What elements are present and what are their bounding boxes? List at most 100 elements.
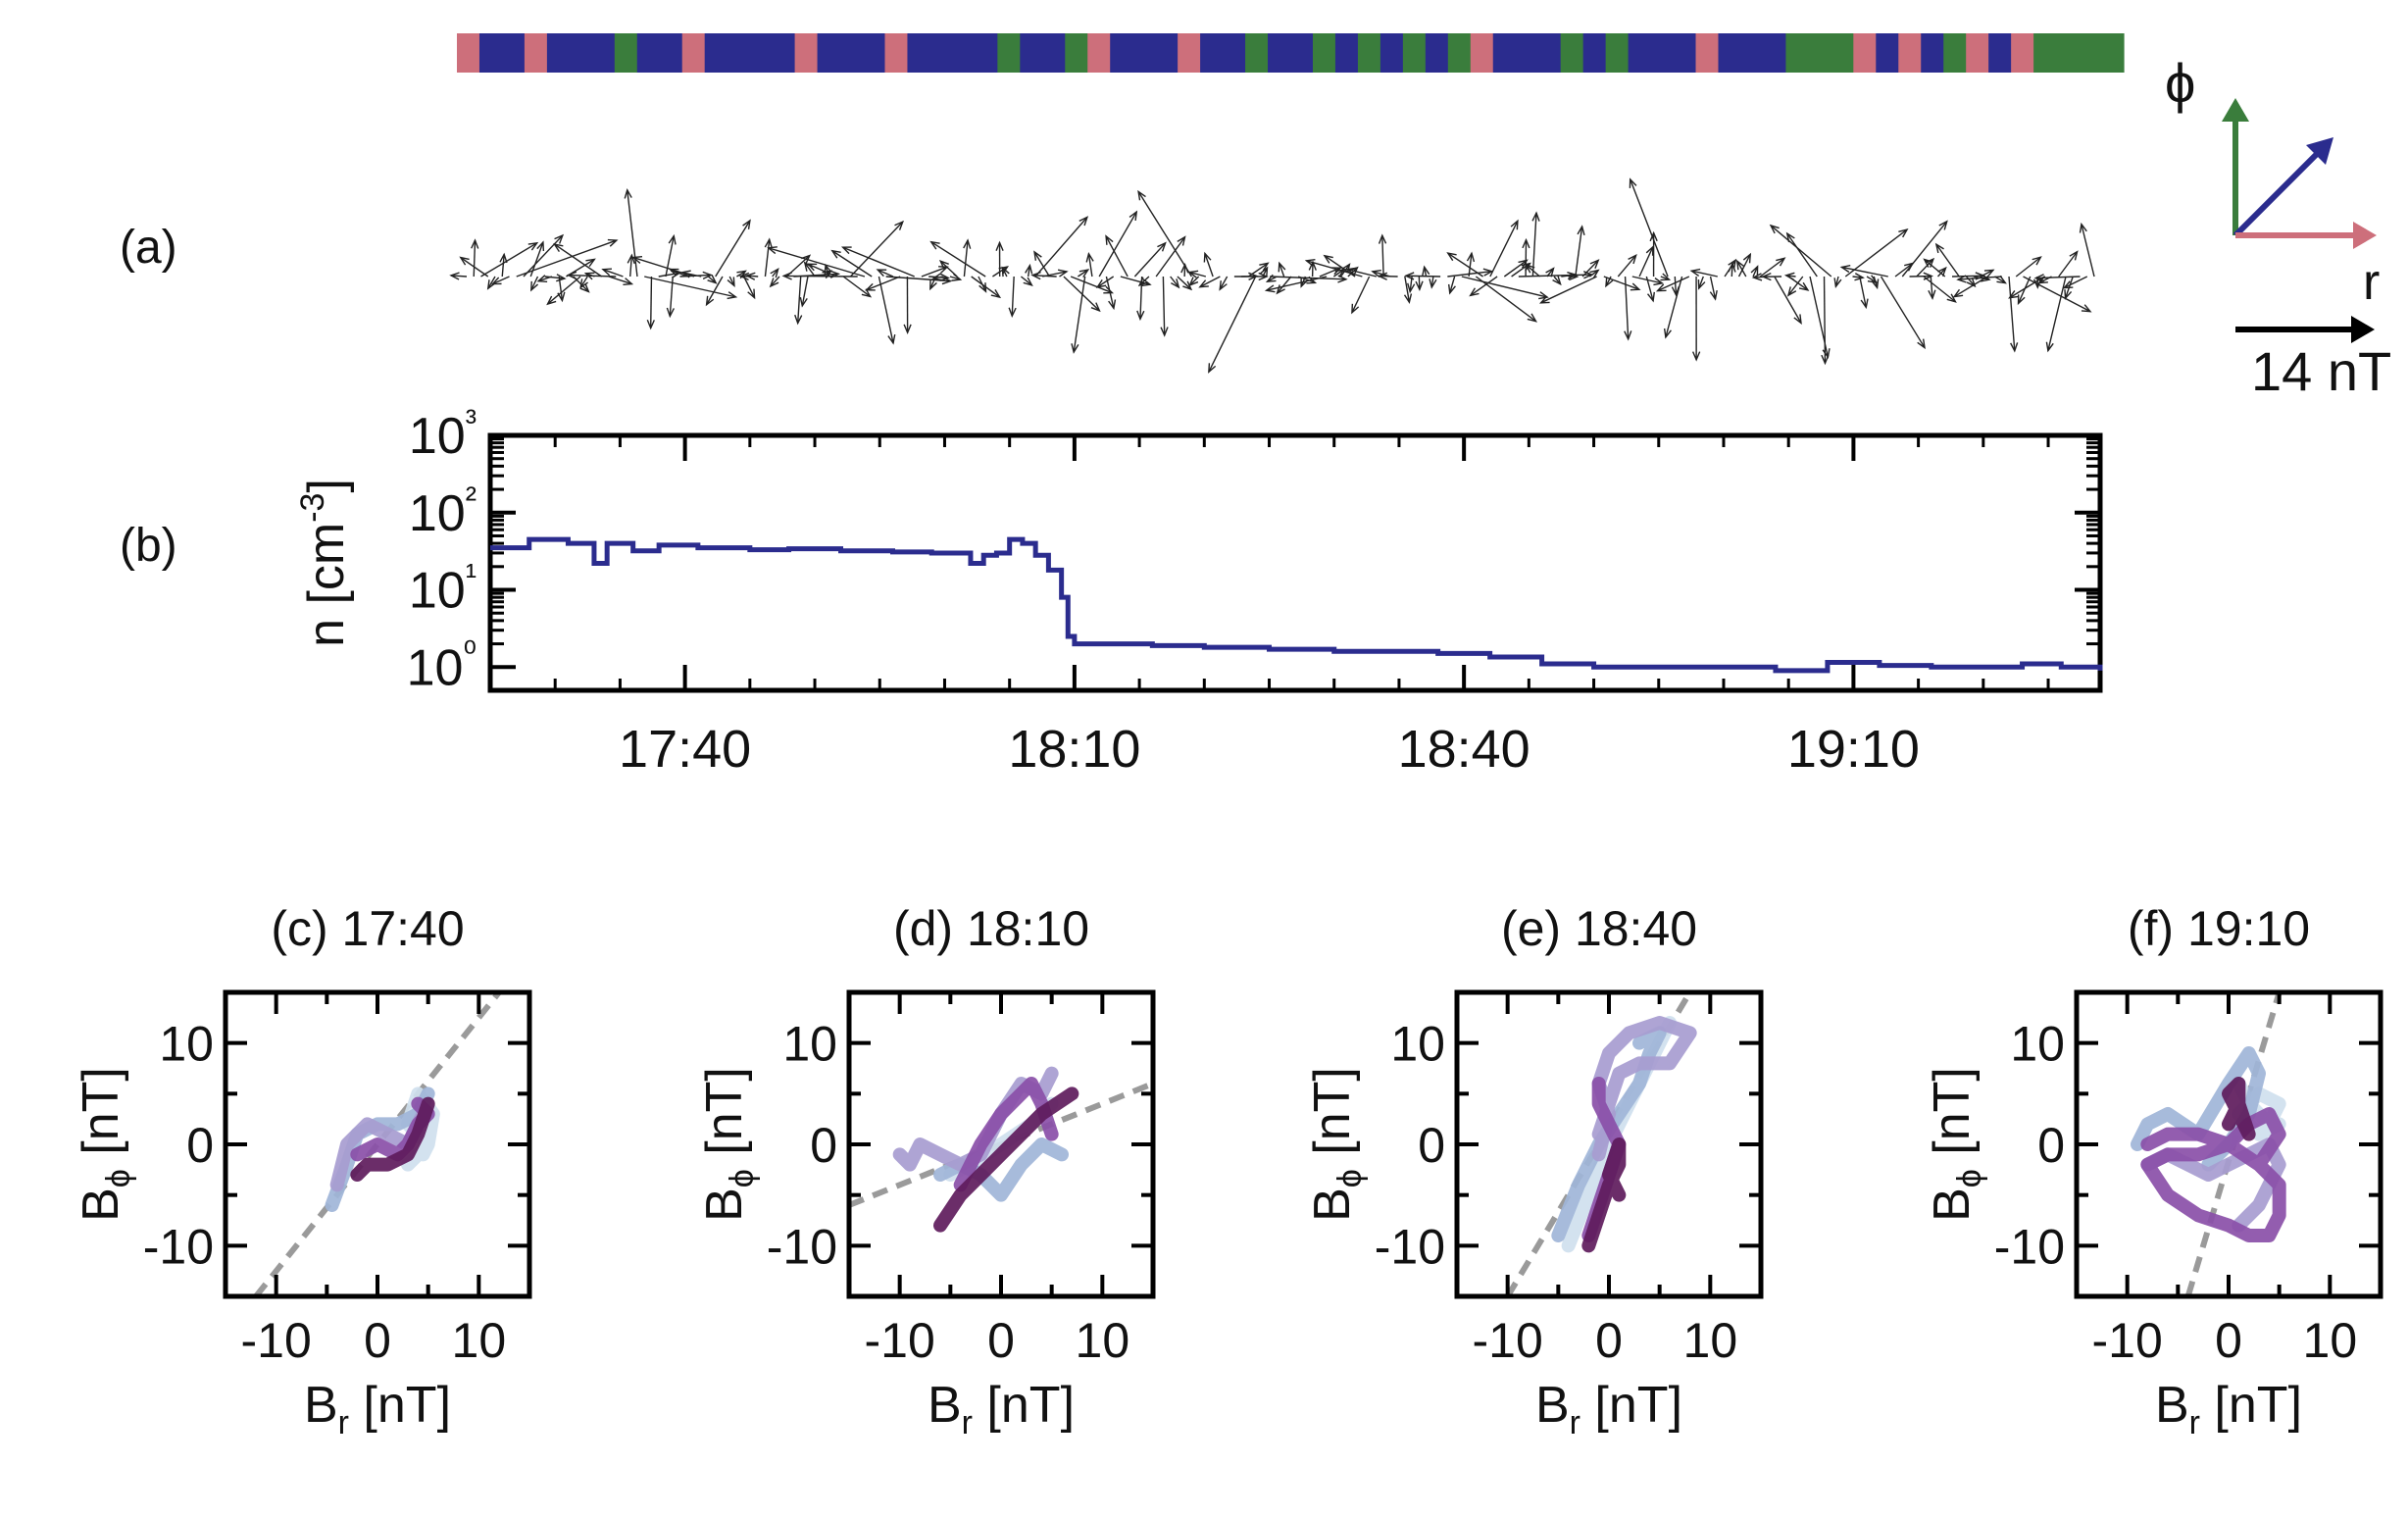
field-vector	[529, 241, 544, 278]
y-tick-label: 10²	[409, 480, 477, 542]
x-axis-label-unit: [nT]	[1580, 1377, 1682, 1434]
field-vector-head	[1136, 310, 1145, 322]
field-vector	[1774, 276, 1802, 324]
field-vector-head	[624, 187, 632, 199]
field-vector-head	[1589, 269, 1600, 278]
field-vector	[644, 276, 736, 298]
field-vector-head	[1129, 210, 1138, 222]
field-vector-head	[1649, 230, 1658, 242]
field-vector-head	[1783, 272, 1795, 280]
x-axis-label-sub: r	[2189, 1404, 2200, 1441]
y-tick-label-base: 10	[409, 563, 466, 620]
field-vector	[807, 263, 837, 278]
color-bar-segment	[1853, 33, 1877, 73]
field-vector-head	[1404, 272, 1415, 280]
field-vector-head	[1525, 264, 1535, 274]
field-vector-head	[566, 271, 577, 279]
y-tick-label: 10	[2010, 1017, 2065, 1072]
x-tick-label: 0	[1595, 1313, 1623, 1368]
y-axis-label-base: B	[73, 1188, 129, 1222]
field-vector	[1073, 276, 1086, 353]
field-vector	[842, 246, 915, 278]
x-axis-label: Br [nT]	[304, 1377, 451, 1441]
x-tick-label: 10	[1683, 1313, 1738, 1368]
field-vector	[1447, 252, 1483, 278]
field-vector-head	[1938, 220, 1948, 230]
field-vector	[2017, 276, 2032, 304]
y-axis-label-base: B	[1304, 1188, 1361, 1222]
direction-legend: ϕ r 14 nT	[2165, 52, 2391, 402]
field-vector	[629, 255, 633, 278]
field-vector-head	[1750, 265, 1759, 276]
field-vector-head	[727, 291, 738, 300]
field-vector-head	[499, 252, 508, 264]
field-vector-head	[794, 314, 803, 326]
field-vector	[1953, 276, 1988, 298]
field-vector-head	[931, 273, 943, 281]
field-vector-head	[1085, 251, 1094, 263]
field-vector-head	[1278, 261, 1286, 273]
field-vector-head	[553, 243, 564, 253]
field-vector	[1105, 276, 1115, 309]
field-vector-head	[1697, 279, 1706, 290]
field-vector-head	[1219, 280, 1228, 291]
field-vector	[743, 276, 756, 298]
field-vector	[978, 276, 987, 292]
field-vector-head	[1751, 273, 1763, 281]
field-vector	[1162, 276, 1166, 335]
x-axis-label-base: B	[1535, 1377, 1570, 1434]
x-axis-label-sub: r	[1570, 1404, 1580, 1441]
color-bar-segment	[1447, 33, 1472, 73]
field-vector-head	[1709, 290, 1718, 301]
hodogram-plot-area	[253, 992, 502, 1296]
field-vector-head	[1653, 278, 1665, 286]
field-vector-head	[1351, 303, 1360, 315]
field-vector	[537, 276, 553, 282]
field-vector-head	[1552, 275, 1562, 286]
field-vector-head	[1854, 273, 1865, 281]
field-vector	[1405, 275, 1441, 278]
x-axis-label-unit: [nT]	[349, 1377, 451, 1434]
field-vector-head	[536, 275, 548, 283]
diagonal-arrow-head	[2306, 137, 2333, 165]
field-vector	[547, 276, 581, 305]
field-vector	[1138, 276, 1150, 286]
field-vector-head	[1057, 269, 1069, 278]
x-axis-label: Br [nT]	[2155, 1377, 2302, 1441]
color-bar-segment	[1695, 33, 1720, 73]
field-vector-head	[2033, 274, 2045, 282]
field-vector-head	[2010, 342, 2019, 353]
density-axes-frame	[487, 432, 2103, 693]
field-vector	[1731, 264, 1733, 278]
field-vector-head	[1928, 289, 1936, 301]
field-vector	[1266, 276, 1328, 291]
y-tick-label: 10¹	[409, 558, 477, 620]
field-vector	[783, 275, 858, 278]
field-vector-head	[1422, 265, 1430, 277]
color-bar-segment	[1402, 33, 1427, 73]
field-vector-head	[623, 278, 634, 286]
field-vector-head	[707, 275, 718, 284]
color-bar-segment	[907, 33, 998, 73]
field-vector-head	[2008, 290, 2019, 299]
color-bar-segment	[1268, 33, 1314, 73]
field-vector-head	[1090, 302, 1101, 313]
color-bar-segment	[704, 33, 796, 73]
field-vector-head	[1306, 276, 1318, 284]
field-vector	[1617, 254, 1637, 278]
field-vector	[2035, 276, 2081, 279]
field-vector-head	[1629, 177, 1637, 188]
x-tick-label: 0	[987, 1313, 1015, 1368]
y-tick-label-sup: ³	[466, 403, 477, 440]
field-vector	[1032, 274, 1057, 278]
field-vector-head	[1378, 233, 1387, 244]
color-bar-segment	[1966, 33, 1989, 73]
hodogram-plot-area	[849, 1066, 1153, 1233]
field-vector	[1770, 225, 1832, 278]
field-vector	[1698, 276, 1704, 289]
color-bar-segment	[546, 33, 616, 73]
field-vector-head	[1952, 288, 1964, 298]
x-tick-label: 19:10	[1787, 720, 1920, 779]
field-vector-head	[1208, 363, 1217, 374]
